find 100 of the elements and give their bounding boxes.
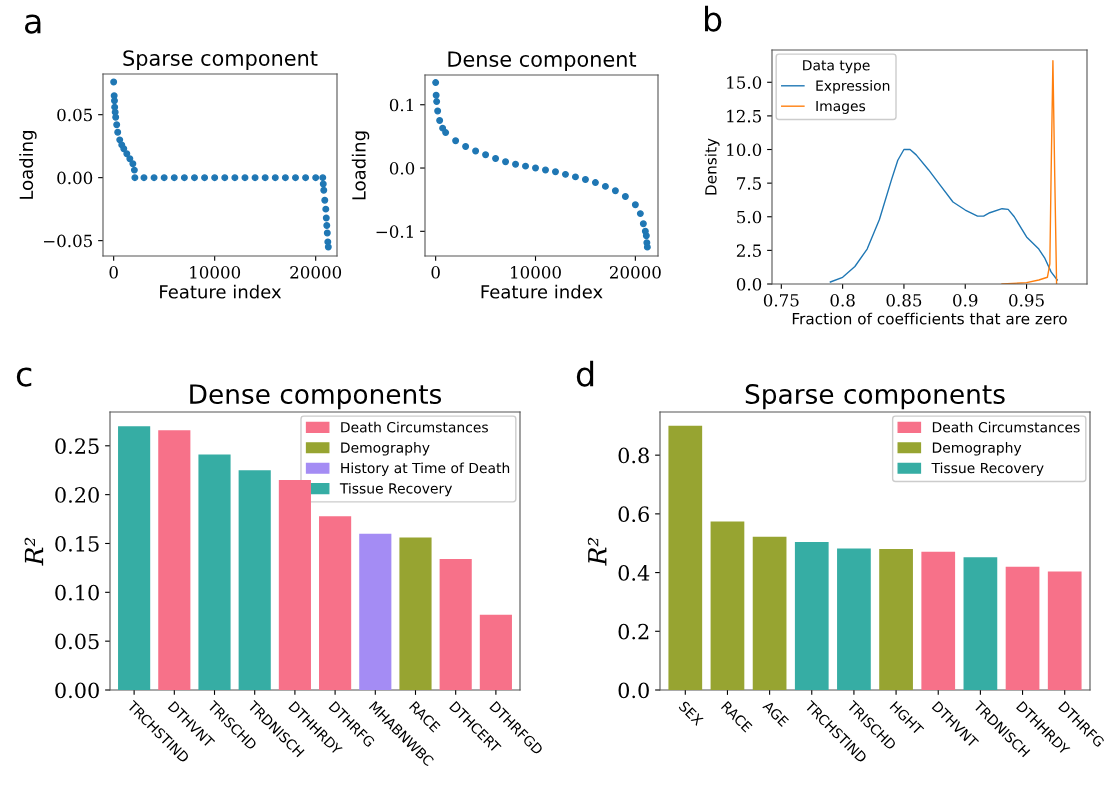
x-tick-label: 0.95: [1009, 294, 1044, 307]
x-tick-label: 20000: [290, 266, 342, 279]
point: [231, 174, 239, 182]
point: [439, 124, 447, 132]
bar: [319, 516, 352, 690]
y-tick-label: 0.15: [55, 535, 99, 552]
y-tick-label: 0.25: [55, 438, 99, 455]
point: [434, 107, 442, 115]
y-tick-label: 0.0: [618, 682, 649, 699]
bar: [752, 536, 787, 690]
point: [591, 179, 599, 187]
chart-title: Dense components: [190, 384, 442, 410]
point: [621, 193, 629, 200]
y-tick-label: 0.00: [55, 682, 99, 699]
point: [571, 173, 579, 181]
legend-label: Demography: [341, 442, 430, 456]
bar: [118, 426, 151, 690]
y-tick-label: 0.6: [618, 506, 649, 523]
y-tick-label: 0.0: [736, 277, 762, 291]
point: [113, 121, 121, 129]
point: [201, 174, 209, 182]
point: [302, 174, 310, 182]
y-tick-label: 5.0: [737, 210, 762, 224]
point: [271, 174, 279, 182]
point: [292, 174, 299, 182]
point: [432, 91, 440, 99]
point: [462, 143, 470, 150]
point: [472, 147, 480, 155]
point: [114, 128, 122, 136]
y-axis-title: R²: [587, 537, 607, 566]
point: [319, 174, 327, 182]
point: [323, 229, 331, 237]
text: c: [16, 367, 32, 387]
y-tick-label: 0.0: [389, 161, 415, 175]
point: [322, 205, 330, 213]
legend-label: History at Time of Death: [341, 462, 510, 476]
point: [312, 174, 320, 182]
bar: [399, 537, 432, 690]
chart-title: Dense component: [448, 51, 637, 71]
point: [532, 164, 539, 172]
chart-title: Sparse components: [745, 384, 1005, 410]
point: [639, 220, 647, 228]
legend-label: Death Circumstances: [932, 421, 1080, 433]
bar: [1005, 566, 1040, 690]
point: [150, 174, 158, 182]
bar: [794, 542, 829, 690]
x-tick-label: 0.9: [953, 294, 978, 307]
y-tick-label: 0.8: [618, 447, 649, 464]
y-tick-label: 7.5: [737, 177, 761, 190]
point: [643, 243, 651, 251]
y-tick-label: 12.5: [727, 109, 761, 123]
point: [442, 129, 450, 137]
point: [512, 160, 520, 168]
y-tick-label: 0.2: [618, 623, 649, 640]
point: [452, 137, 460, 145]
x-axis-title: Feature index: [481, 284, 603, 299]
point: [322, 214, 330, 222]
chart-title: Sparse component: [123, 50, 318, 70]
x-tick-label: 10000: [511, 266, 561, 279]
y-axis-title: Loading: [19, 131, 37, 199]
y-tick-label: 0.4: [618, 565, 650, 581]
line-series: [829, 148, 1058, 283]
bar: [359, 533, 392, 690]
x-tick-label: 0: [109, 266, 118, 279]
legend-label: Expression: [816, 80, 890, 94]
point: [140, 174, 148, 182]
bar: [710, 521, 745, 690]
point: [120, 145, 128, 153]
point: [552, 168, 559, 176]
point: [111, 103, 119, 111]
x-tick-label: 10000: [190, 266, 241, 279]
y-tick-label: 0.20: [55, 487, 99, 503]
text: d: [576, 360, 594, 387]
point: [522, 162, 529, 170]
bar: [278, 479, 311, 690]
y-tick-label: 0.05: [55, 633, 99, 650]
point: [631, 201, 639, 209]
point: [281, 174, 289, 182]
bar: [963, 557, 998, 690]
point: [211, 174, 219, 182]
point: [502, 158, 510, 166]
bar: [879, 549, 913, 690]
x-axis-title: Feature index: [160, 284, 282, 299]
legend-label: Demography: [932, 442, 1022, 456]
x-tick-label: 0.75: [763, 294, 799, 307]
point: [123, 150, 131, 158]
bar: [479, 614, 512, 690]
bar: [668, 425, 703, 690]
point: [116, 136, 124, 144]
point: [129, 160, 137, 168]
point: [636, 210, 644, 218]
x-axis-title: Fraction of coefficients that are zero: [792, 312, 1067, 325]
point: [611, 187, 619, 195]
bar: [921, 551, 956, 690]
point: [131, 174, 139, 182]
x-tick-label: 0.85: [886, 294, 922, 307]
x-tick-label: 0: [431, 266, 440, 279]
y-tick-label: 0.10: [55, 584, 99, 601]
point: [436, 117, 444, 125]
y-tick-label: 0.00: [57, 171, 93, 185]
